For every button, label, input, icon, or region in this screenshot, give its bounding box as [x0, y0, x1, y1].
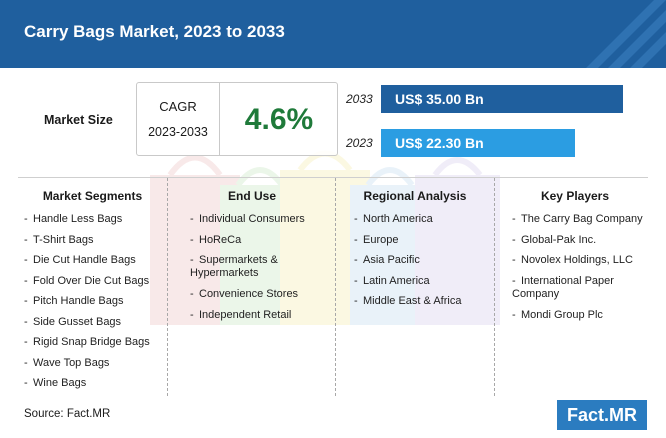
key-players-column: Key Players - The Carry Bag Company - Glob… — [500, 189, 650, 321]
column-divider — [494, 178, 495, 396]
list-item: - Wave Top Bags — [24, 357, 110, 369]
list-item: - Asia Pacific — [354, 254, 420, 266]
list-item: - Europe — [354, 234, 399, 246]
bar-year-2023: 2023 — [346, 136, 373, 150]
list-item: - Independent Retail — [190, 309, 292, 321]
regional-analysis-column: Regional Analysis - North America - Europe… — [340, 189, 490, 307]
list-item: - Novolex Holdings, LLC — [512, 254, 633, 266]
list-item: - Rigid Snap Bridge Bags — [24, 336, 150, 348]
background-bags-illustration — [150, 150, 500, 325]
header-banner: Carry Bags Market, 2023 to 2033 — [0, 0, 666, 68]
list-item: - Die Cut Handle Bags — [24, 254, 136, 266]
page-title: Carry Bags Market, 2023 to 2033 — [24, 22, 285, 41]
regional-analysis-heading: Regional Analysis — [363, 189, 467, 203]
list-item: - Side Gusset Bags — [24, 316, 122, 328]
bar-value-2023: US$ 22.30 Bn — [395, 135, 484, 151]
end-use-heading: End Use — [227, 189, 276, 203]
list-item: - Mondi Group Plc — [512, 309, 603, 321]
list-item: - The Carry Bag Company — [512, 213, 643, 225]
list-item: - Wine Bags — [24, 377, 87, 389]
market-bar-2033: US$ 35.00 Bn — [381, 85, 623, 113]
market-segments-heading: Market Segments — [42, 189, 143, 203]
list-item: - Convenience Stores — [190, 288, 299, 300]
market-bar-2023: US$ 22.30 Bn — [381, 129, 575, 157]
key-players-heading: Key Players — [540, 189, 610, 203]
bar-year-2033: 2033 — [346, 92, 373, 106]
column-divider — [167, 178, 168, 396]
bar-value-2033: US$ 35.00 Bn — [395, 91, 484, 107]
end-use-column: End Use - Individual Consumers - HoReCa -S… — [172, 189, 332, 321]
market-segments-column: Market Segments - Handle Less Bags - T-Shi… — [20, 189, 165, 389]
cagr-box: CAGR 2023-2033 4.6% — [136, 82, 338, 156]
list-item: - Individual Consumers — [190, 213, 305, 225]
cagr-value: 4.6% — [244, 103, 314, 136]
market-size-label: Market Size — [44, 113, 113, 127]
list-item: - HoReCa — [190, 234, 242, 246]
logo-text: Fact.MR — [566, 405, 637, 425]
list-item: - North America — [354, 213, 433, 225]
source-note: Source: Fact.MR — [24, 408, 111, 420]
list-item: - Latin America — [354, 275, 430, 287]
list-item: - International Paper Company — [512, 275, 614, 300]
factmr-logo: Fact.MR — [557, 400, 647, 430]
list-item: - Pitch Handle Bags — [24, 295, 124, 307]
list-item: - Fold Over Die Cut Bags — [24, 275, 150, 287]
cagr-label: CAGR — [159, 99, 197, 114]
column-divider — [335, 178, 336, 396]
list-item: - Middle East & Africa — [354, 295, 462, 307]
section-divider — [18, 177, 648, 178]
list-item: - Supermarkets & Hypermarkets — [190, 254, 278, 279]
cagr-divider — [219, 83, 220, 155]
cagr-years: 2023-2033 — [148, 125, 208, 139]
list-item: - Handle Less Bags — [24, 213, 123, 225]
list-item: - T-Shirt Bags — [24, 234, 94, 246]
list-item: - Global-Pak Inc. — [512, 234, 597, 246]
decorative-stripes — [586, 0, 666, 68]
